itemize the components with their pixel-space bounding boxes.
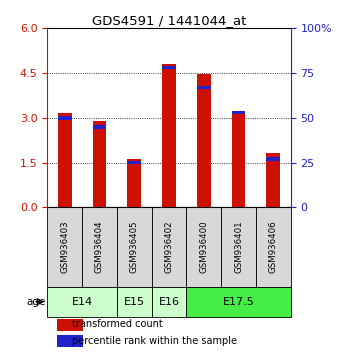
Text: E16: E16: [159, 297, 179, 307]
Text: GSM936401: GSM936401: [234, 221, 243, 273]
Bar: [232, 111, 245, 114]
Bar: [152, 207, 186, 287]
Bar: [186, 287, 291, 317]
Bar: [127, 161, 141, 164]
Text: GSM936402: GSM936402: [165, 221, 173, 273]
Text: GSM936400: GSM936400: [199, 221, 208, 273]
Bar: [93, 121, 106, 207]
Text: E17.5: E17.5: [223, 297, 255, 307]
Bar: [82, 207, 117, 287]
Bar: [117, 287, 152, 317]
Bar: [58, 116, 72, 120]
Bar: [186, 207, 221, 287]
Text: E14: E14: [72, 297, 93, 307]
Bar: [47, 287, 117, 317]
Bar: [232, 111, 245, 207]
Bar: [127, 159, 141, 207]
Text: transformed count: transformed count: [72, 319, 162, 330]
Text: GSM936406: GSM936406: [269, 221, 278, 273]
Bar: [266, 153, 280, 207]
Text: E15: E15: [124, 297, 145, 307]
Title: GDS4591 / 1441044_at: GDS4591 / 1441044_at: [92, 14, 246, 27]
Text: GSM936405: GSM936405: [130, 221, 139, 273]
Bar: [58, 113, 72, 207]
Bar: [93, 125, 106, 129]
Text: percentile rank within the sample: percentile rank within the sample: [72, 336, 237, 346]
Bar: [256, 207, 291, 287]
Bar: [197, 74, 211, 207]
Bar: [266, 157, 280, 161]
Bar: [162, 66, 176, 69]
Bar: [162, 63, 176, 207]
Text: GSM936403: GSM936403: [60, 221, 69, 273]
Bar: [57, 335, 83, 347]
Bar: [117, 207, 152, 287]
Bar: [57, 319, 83, 331]
Text: age: age: [26, 297, 46, 307]
Bar: [197, 86, 211, 89]
Bar: [221, 207, 256, 287]
Bar: [47, 207, 82, 287]
Bar: [152, 287, 186, 317]
Text: GSM936404: GSM936404: [95, 221, 104, 273]
